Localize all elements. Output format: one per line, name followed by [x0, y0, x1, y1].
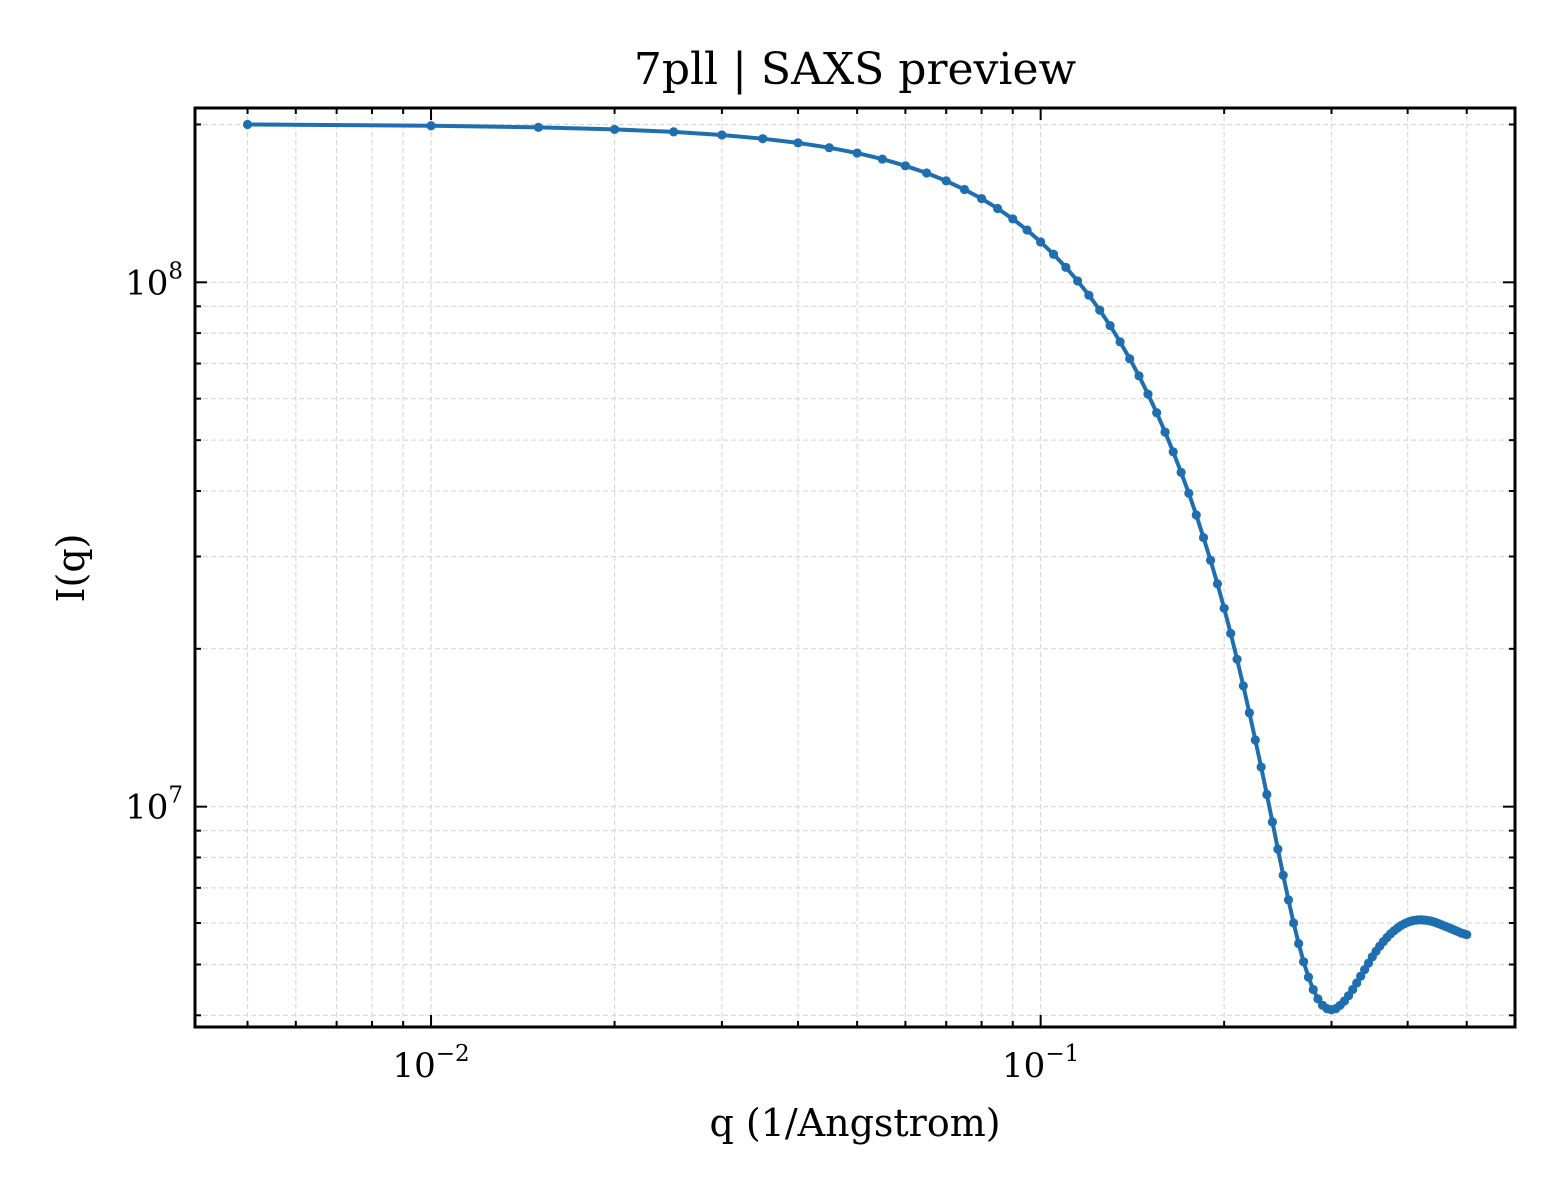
y-axis-label: I(q) — [49, 534, 93, 603]
data-point — [717, 130, 727, 140]
data-point — [1250, 735, 1260, 745]
data-series — [242, 119, 1472, 1015]
data-point — [1168, 447, 1178, 457]
data-point — [877, 154, 887, 164]
data-point — [1232, 654, 1242, 664]
data-point — [1125, 354, 1135, 364]
data-point — [993, 203, 1003, 214]
data-point — [1084, 290, 1094, 300]
x-tick-label: 10−2 — [392, 1041, 469, 1086]
data-point — [1256, 762, 1266, 772]
data-point — [242, 119, 253, 130]
data-point — [1184, 488, 1194, 498]
data-point — [1152, 408, 1162, 418]
data-point — [941, 176, 951, 186]
data-point — [1134, 371, 1144, 381]
data-point — [1115, 337, 1125, 347]
data-point — [1143, 389, 1153, 399]
data-point — [1462, 930, 1472, 940]
data-point — [1198, 532, 1209, 543]
data-point — [1022, 225, 1032, 235]
data-point — [1219, 603, 1229, 613]
data-point — [1303, 972, 1314, 982]
data-point — [1212, 579, 1223, 589]
data-point — [1299, 957, 1309, 967]
data-point — [1061, 262, 1071, 272]
data-point — [1226, 628, 1236, 639]
data-point — [1262, 789, 1272, 800]
data-point — [976, 194, 987, 204]
data-point — [793, 138, 803, 148]
y-tick-label: 108 — [125, 258, 183, 303]
data-point — [900, 161, 911, 171]
data-point — [1176, 467, 1186, 477]
data-point — [1105, 320, 1115, 331]
data-point — [1273, 844, 1283, 854]
data-point — [1008, 214, 1018, 224]
data-point — [1238, 681, 1248, 691]
data-point — [1191, 510, 1201, 520]
y-tick-label: 107 — [125, 783, 183, 828]
data-point — [758, 134, 768, 144]
x-tick-label: 10−1 — [1002, 1041, 1079, 1086]
data-point — [1036, 237, 1046, 247]
data-point — [824, 143, 834, 153]
data-point — [1073, 276, 1083, 286]
data-point — [533, 122, 543, 132]
data-point — [921, 168, 932, 178]
data-point — [1160, 427, 1170, 437]
data-point — [1289, 918, 1299, 928]
tick-labels: 10−2 10−1 107 108 — [125, 258, 1079, 1086]
data-point — [1308, 984, 1318, 995]
plot-frame — [193, 106, 1517, 1029]
data-point — [609, 124, 620, 135]
data-point — [1356, 971, 1366, 981]
data-point — [1244, 708, 1254, 718]
data-point — [669, 127, 679, 137]
data-point — [959, 184, 970, 195]
data-point — [1283, 895, 1294, 905]
data-point — [1294, 939, 1304, 949]
data-point — [426, 121, 436, 131]
data-point — [1205, 555, 1216, 565]
data-point — [852, 148, 862, 158]
data-point — [1352, 978, 1362, 988]
x-axis-label: q (1/Angstrom) — [709, 1101, 1000, 1145]
data-point — [1267, 817, 1278, 827]
data-point — [1048, 249, 1059, 259]
data-point — [1313, 994, 1323, 1004]
data-point — [1278, 870, 1288, 880]
chart-title: 7pll | SAXS preview — [634, 44, 1077, 95]
data-point — [1095, 305, 1105, 315]
